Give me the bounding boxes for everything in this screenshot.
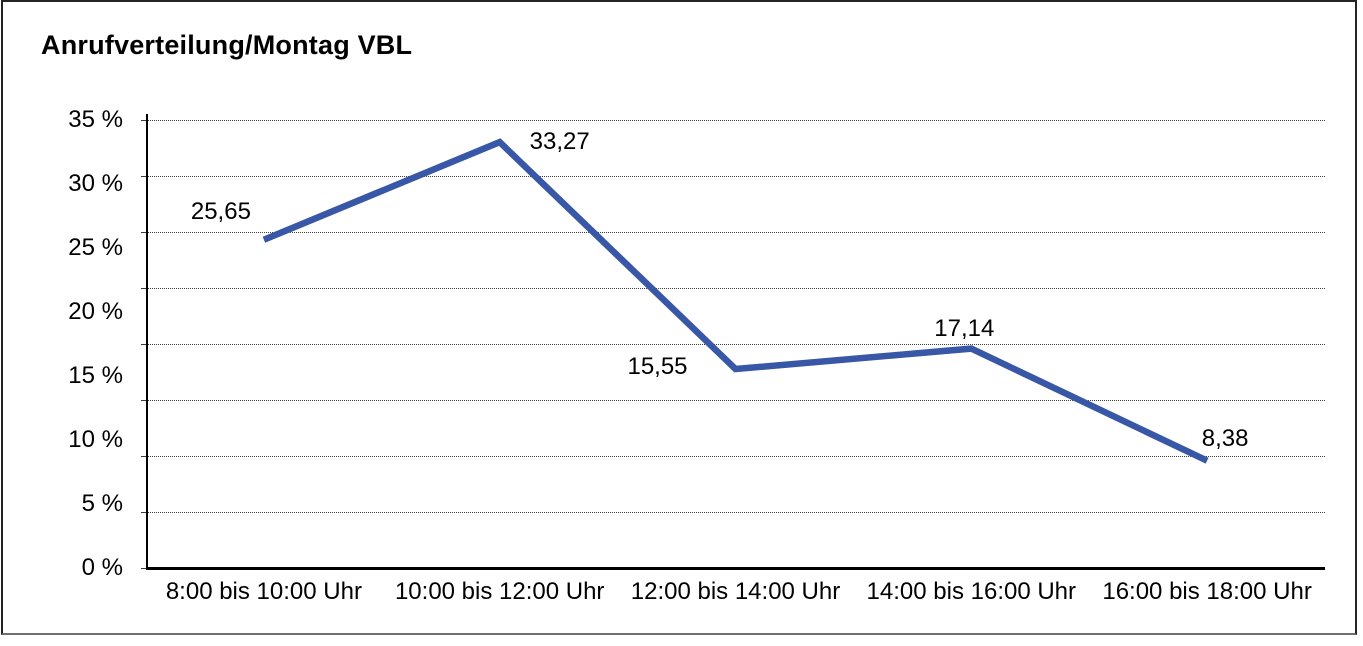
y-axis-tick-label: 10 %: [68, 426, 123, 453]
series-line-layer: [262, 138, 1209, 464]
y-axis-tick: [141, 176, 146, 177]
x-axis-line: [146, 567, 1325, 570]
gridline: [146, 344, 1325, 345]
plot-area: 25,65 33,27 15,55 17,14 8,38 35 % 30 % 25 % 20 …: [68, 106, 1325, 605]
data-point-label: 25,65: [190, 197, 251, 225]
y-axis-tick: [141, 512, 146, 513]
y-axis-tick: [141, 120, 146, 121]
y-axis-tick-label: 25 %: [68, 234, 123, 261]
x-axis-category-label: 14:00 bis 16:00 Uhr: [866, 578, 1077, 605]
gridline: [146, 176, 1325, 177]
data-point-label: 17,14: [934, 314, 995, 342]
y-axis-tick-label: 20 %: [68, 298, 123, 325]
x-axis-category-label: 8:00 bis 10:00 Uhr: [165, 578, 362, 605]
data-point-label: 8,38: [1201, 424, 1249, 452]
y-axis-tick: [141, 232, 146, 233]
gridline: [146, 120, 1325, 121]
y-axis-tick: [141, 288, 146, 289]
gridline: [146, 456, 1325, 457]
series-line: [262, 138, 1209, 464]
y-axis-tick: [141, 456, 146, 457]
y-axis-tick: [141, 344, 146, 345]
gridline: [146, 232, 1325, 233]
y-axis-tick-label: 30 %: [68, 170, 123, 197]
y-axis-tick-label: 0 %: [81, 554, 123, 581]
y-axis-tick: [141, 400, 146, 401]
gridline: [146, 288, 1325, 289]
gridline: [146, 512, 1325, 513]
x-axis-category-label: 16:00 bis 18:00 Uhr: [1102, 578, 1312, 605]
x-axis-category-label: 12:00 bis 14:00 Uhr: [630, 578, 841, 605]
y-axis-tick-label: 35 %: [68, 106, 123, 133]
y-axis-tick-label: 15 %: [68, 362, 123, 389]
data-point-label: 33,27: [529, 128, 590, 156]
y-axis-tick: [141, 568, 146, 569]
y-axis-line: [146, 114, 148, 570]
chart-title: Anrufverteilung/Montag VBL: [41, 30, 413, 60]
data-point-label: 15,55: [627, 352, 688, 380]
chart-frame: Anrufverteilung/Montag VBL 25,65 33,27 15,…: [1, 0, 1357, 635]
y-axis-tick-label: 5 %: [81, 490, 123, 517]
x-axis-category-label: 10:00 bis 12:00 Uhr: [394, 578, 605, 605]
gridline: [146, 400, 1325, 401]
